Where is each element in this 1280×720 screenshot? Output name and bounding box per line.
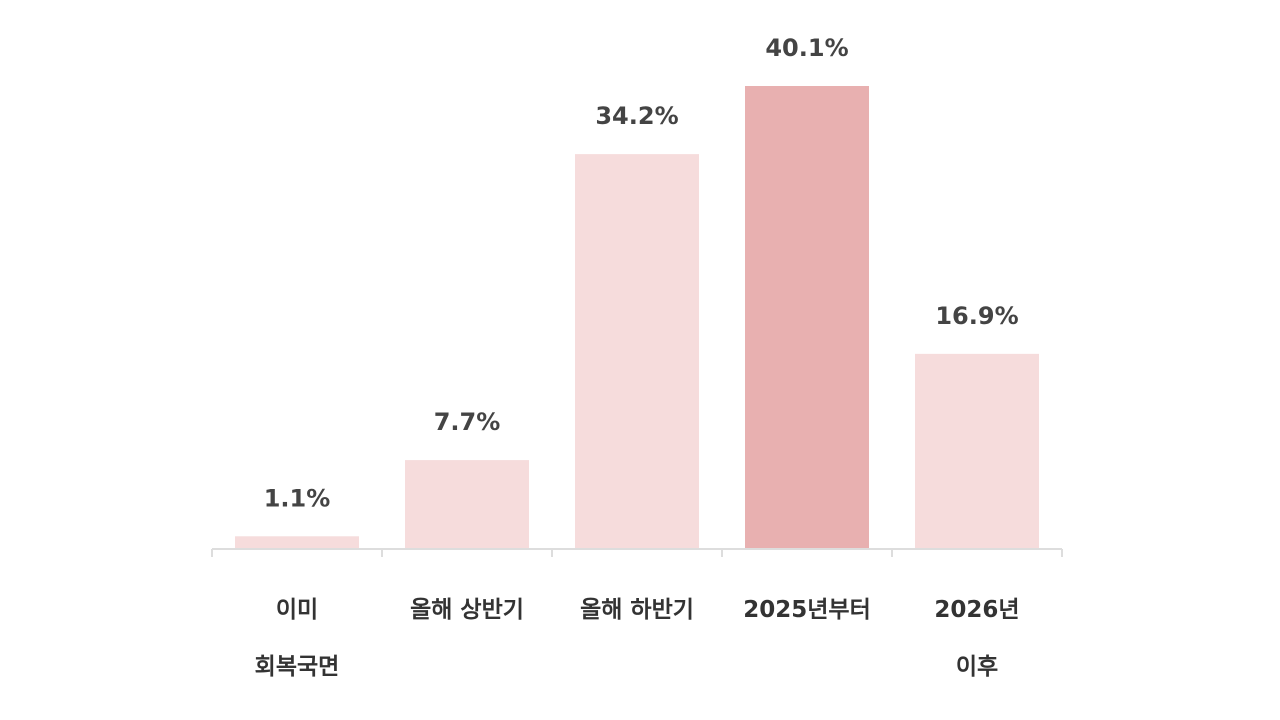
- bar: [235, 536, 359, 549]
- value-label: 16.9%: [935, 302, 1018, 330]
- value-label: 40.1%: [765, 34, 848, 62]
- value-label: 34.2%: [595, 102, 678, 130]
- x-tick-label: 올해 상반기: [410, 597, 524, 623]
- x-tick-label: 이미 회복국면: [254, 597, 340, 680]
- bar: [405, 460, 529, 549]
- bar: [915, 353, 1039, 549]
- x-tick-label: 2025년부터: [743, 597, 871, 623]
- bar: [575, 154, 699, 549]
- value-label: 7.7%: [434, 408, 501, 436]
- x-tick-label: 2026년 이후: [934, 597, 1020, 680]
- value-label: 1.1%: [264, 484, 331, 512]
- x-tick-label: 올해 하반기: [580, 597, 694, 623]
- bar: [745, 86, 869, 549]
